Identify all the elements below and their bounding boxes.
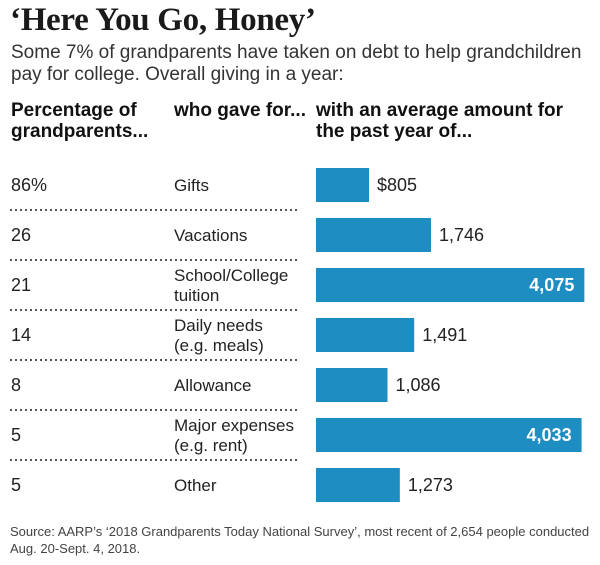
value-label: 4,033: [527, 425, 572, 445]
category-label: Other: [174, 476, 217, 495]
category-label: School/College tuition: [174, 266, 288, 305]
percentage-label: 86%: [11, 175, 47, 195]
bar: [316, 418, 582, 452]
bar: [316, 368, 388, 402]
bar: [316, 218, 431, 252]
source-note: Source: AARP’s ‘2018 Grandparents Today …: [10, 524, 590, 556]
bar: [316, 318, 415, 352]
percentage-label: 5: [11, 425, 21, 445]
bar: [316, 468, 400, 502]
percentage-label: 5: [11, 475, 21, 495]
chart-title: ‘Here You Go, Honey’: [10, 2, 316, 38]
category-label-line: Major expenses: [174, 416, 294, 435]
bar: [316, 268, 585, 302]
bar: [316, 168, 370, 202]
column-header-category: who gave for...: [174, 100, 306, 121]
value-label: 1,746: [439, 225, 484, 245]
percentage-label: 14: [11, 325, 31, 345]
category-label: Major expenses (e.g. rent): [174, 416, 294, 455]
value-label: 1,086: [396, 375, 441, 395]
category-label: Vacations: [174, 226, 247, 245]
percentage-label: 26: [11, 225, 31, 245]
category-label-line: School/College: [174, 266, 288, 285]
category-label: Gifts: [174, 176, 209, 195]
percentage-label: 21: [11, 275, 31, 295]
category-label: Allowance: [174, 376, 252, 395]
value-label: 1,273: [408, 475, 453, 495]
category-label-line: Daily needs: [174, 316, 263, 335]
category-label-line: tuition: [174, 286, 219, 305]
category-label-line: (e.g. rent): [174, 436, 248, 455]
column-header-percentage: Percentage of grandparents...: [11, 100, 149, 142]
category-label: Daily needs (e.g. meals): [174, 316, 264, 355]
value-label: 4,075: [529, 275, 574, 295]
percentage-label: 8: [11, 375, 21, 395]
chart-subtitle: Some 7% of grandparents have taken on de…: [11, 42, 582, 85]
bar-chart: 86% Gifts $805 26 Vacations 1,746 21 School/Col…: [10, 168, 585, 502]
value-label: 1,491: [422, 325, 467, 345]
column-header-amount: with an average amount for the past year…: [316, 100, 564, 142]
category-label-line: (e.g. meals): [174, 336, 264, 355]
value-label: $805: [377, 175, 417, 195]
